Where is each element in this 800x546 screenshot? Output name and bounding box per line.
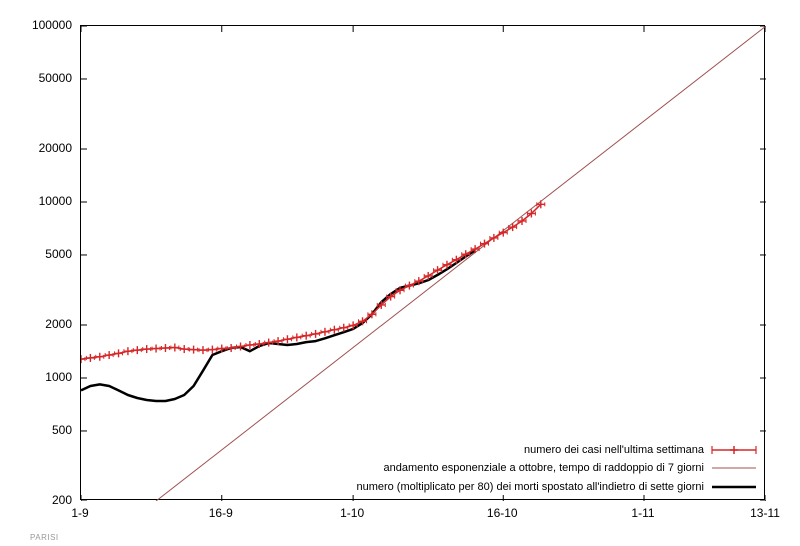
x-tick-label: 16-9 — [209, 506, 233, 520]
x-tick-label: 1-11 — [631, 506, 654, 520]
x-tick-label: 16-10 — [487, 506, 518, 520]
x-tick-label: 13-11 — [750, 506, 780, 520]
legend-label: andamento esponenziale a ottobre, tempo … — [384, 460, 704, 477]
legend-item: andamento esponenziale a ottobre, tempo … — [356, 460, 758, 477]
legend-label: numero dei casi nell'ultima settimana — [524, 442, 704, 459]
plot-svg — [81, 26, 766, 501]
chart-container: numero dei casi nell'ultima settimanaand… — [0, 0, 800, 546]
legend-item: numero dei casi nell'ultima settimana — [356, 442, 758, 459]
legend-label: numero (moltiplicato per 80) dei morti s… — [356, 479, 704, 496]
watermark-text: PARISI — [30, 533, 59, 542]
x-tick-label: 1-10 — [340, 506, 364, 520]
x-tick-label: 1-9 — [71, 506, 88, 520]
legend: numero dei casi nell'ultima settimanaand… — [356, 440, 758, 496]
legend-swatch — [710, 443, 758, 457]
plot-area: numero dei casi nell'ultima settimanaand… — [80, 25, 765, 500]
legend-item: numero (moltiplicato per 80) dei morti s… — [356, 479, 758, 496]
legend-swatch — [710, 480, 758, 494]
legend-swatch — [710, 461, 758, 475]
